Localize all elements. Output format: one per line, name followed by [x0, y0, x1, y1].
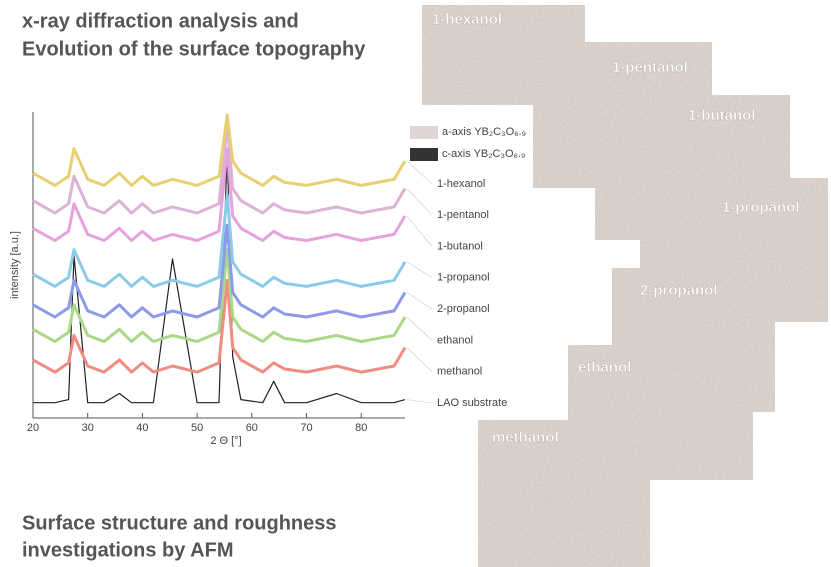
leader-line [406, 347, 433, 372]
xrd-trace [32, 122, 407, 215]
afm-label: 1-butanol [688, 107, 756, 124]
xrd-trace [32, 193, 407, 288]
x-tick-label: 20 [27, 422, 39, 434]
x-tick-label: 30 [82, 422, 94, 434]
xrd-trace [33, 148, 406, 404]
caption-line: Surface structure and roughness [22, 512, 337, 534]
xrd-trace [32, 248, 407, 343]
leader-line [406, 188, 433, 216]
series-label: 1-propanol [437, 272, 490, 284]
series-label: 2-propanol [437, 303, 490, 315]
leader-line [406, 292, 433, 310]
title-line: Evolution of the surface topography [22, 38, 366, 60]
series-label: 1-hexanol [437, 178, 485, 190]
afm-label: 1-hexanol [432, 11, 502, 28]
leader-line [406, 215, 433, 247]
series-label: 1-butanol [437, 240, 483, 252]
caption-line: investigations by AFM [22, 539, 234, 561]
afm-collage: 1-hexanol 1-pentanol 1-butanol 1-propanol 2-… [422, 5, 828, 567]
leader-line [406, 316, 433, 341]
series-label: 1-pentanol [437, 209, 489, 221]
afm-label: 1-pentanol [612, 59, 688, 76]
x-tick-label: 50 [191, 422, 203, 434]
leader-line [406, 160, 433, 185]
x-tick-label: 40 [136, 422, 148, 434]
x-tick-label: 60 [246, 422, 258, 434]
y-axis-label: intensity [a.u.] [9, 231, 21, 299]
x-tick-label: 70 [300, 422, 312, 434]
xrd-trace [32, 278, 407, 374]
leader-line [406, 261, 433, 279]
afm-label: 2-propanol [640, 282, 718, 299]
xrd-chart: intensity [a.u.] 2 Θ [°] 20 30 40 50 60 70 80 L… [9, 112, 526, 447]
legend-label: a-axis YB₂C₃O₆.₉ [442, 126, 526, 138]
legend-swatch [410, 148, 438, 161]
series-label: LAO substrate [437, 397, 507, 409]
leader-line [406, 399, 433, 404]
legend-swatch [410, 126, 438, 139]
x-tick-label: 80 [355, 422, 367, 434]
title-line: x-ray diffraction analysis and [22, 10, 299, 32]
legend-label: c-axis YB₂C₃O₆.₉ [442, 148, 525, 160]
xrd-trace [32, 147, 407, 242]
series-label: ethanol [437, 334, 473, 346]
series-label: methanol [437, 366, 482, 378]
afm-label: 1-propanol [722, 199, 800, 216]
xrd-trace [32, 223, 407, 319]
x-axis-label: 2 Θ [°] [210, 435, 241, 447]
xrd-trace [32, 113, 407, 187]
afm-label: methanol [492, 429, 559, 446]
afm-label: ethanol [578, 359, 631, 376]
afm-texture [478, 420, 650, 567]
